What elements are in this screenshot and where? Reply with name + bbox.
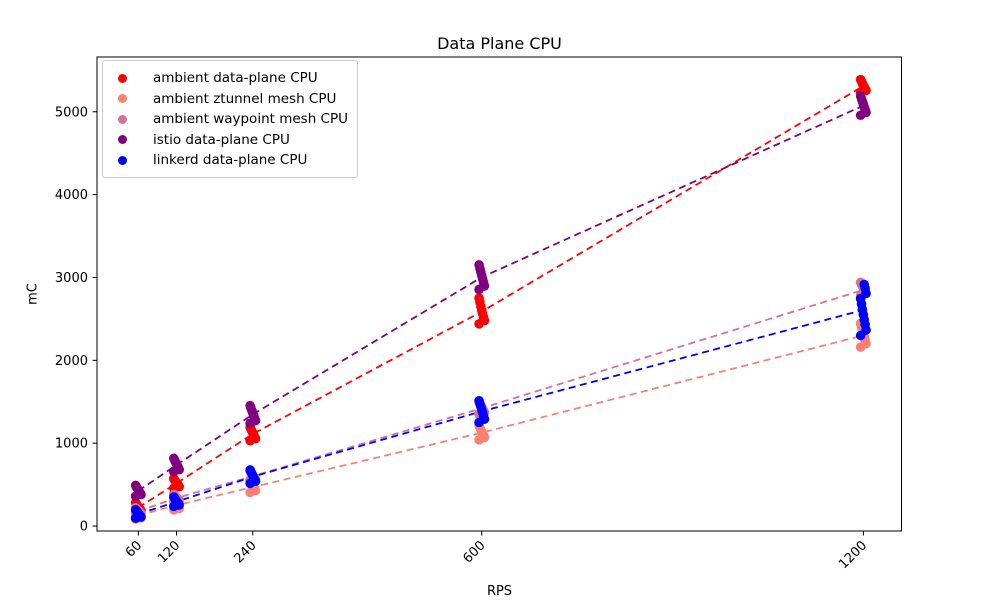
trend-line — [137, 85, 864, 509]
legend-marker-icon — [118, 155, 127, 165]
y-tick-label: 2000 — [55, 354, 88, 369]
y-tick-label: 0 — [80, 520, 88, 535]
y-axis-label: mC — [25, 283, 41, 305]
legend-item: ambient data-plane CPU — [115, 68, 347, 89]
scatter-point — [168, 492, 179, 502]
x-tick-label: 1200 — [836, 538, 870, 572]
x-axis-label: RPS — [486, 584, 513, 599]
y-tick-label: 5000 — [55, 105, 88, 120]
legend-item: ambient ztunnel mesh CPU — [115, 89, 347, 110]
trend-line — [137, 104, 864, 492]
legend: ambient data-plane CPU ambient ztunnel m… — [102, 60, 358, 178]
chart-title: Data Plane CPU — [437, 34, 562, 53]
legend-item: ambient waypoint mesh CPU — [115, 109, 348, 130]
legend-item-label: ambient ztunnel mesh CPU — [153, 90, 337, 107]
scatter-point — [130, 480, 141, 491]
y-tick-label: 3000 — [55, 271, 88, 286]
scatter-point — [859, 279, 870, 290]
scatter-point — [168, 473, 179, 484]
scatter-point — [474, 260, 484, 270]
scatter-point — [168, 453, 179, 464]
legend-marker-icon — [118, 94, 127, 104]
x-tick-label: 120 — [155, 538, 183, 566]
axes-spines — [96, 56, 902, 532]
x-tick-label: 60 — [123, 538, 145, 560]
scatter-point — [474, 395, 484, 406]
legend-item: istio data-plane CPU — [115, 130, 347, 151]
y-tick-label: 1000 — [55, 437, 88, 452]
legend-item-label: ambient waypoint mesh CPU — [153, 111, 348, 128]
legend-item: linkerd data-plane CPU — [115, 150, 347, 171]
scatter-point — [245, 400, 255, 411]
scatter-point — [245, 465, 255, 475]
x-tick-label: 240 — [231, 538, 259, 566]
legend-marker-icon — [118, 73, 127, 83]
legend-item-label: istio data-plane CPU — [153, 131, 290, 148]
scatter-point — [855, 74, 866, 85]
x-tick-label: 600 — [460, 538, 488, 566]
scatter-point — [855, 91, 866, 101]
legend-item-label: ambient data-plane CPU — [153, 70, 318, 87]
legend-marker-icon — [118, 135, 127, 145]
scatter-point — [474, 293, 484, 303]
scatter-point — [130, 504, 141, 515]
y-tick-label: 4000 — [55, 188, 88, 203]
legend-item-label: linkerd data-plane CPU — [153, 152, 308, 169]
legend-marker-icon — [118, 114, 127, 124]
